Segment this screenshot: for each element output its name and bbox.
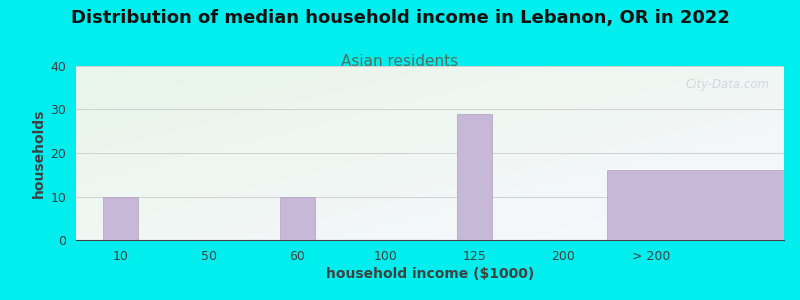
Bar (457, 114, 492, 240)
Y-axis label: households: households (32, 108, 46, 198)
Text: Distribution of median household income in Lebanon, OR in 2022: Distribution of median household income … (70, 9, 730, 27)
X-axis label: household income ($1000): household income ($1000) (326, 267, 534, 281)
Text: City-Data.com: City-Data.com (686, 78, 770, 91)
Bar (279, 196, 315, 240)
Bar (102, 196, 138, 240)
Bar (607, 170, 784, 240)
Text: Asian residents: Asian residents (342, 54, 458, 69)
